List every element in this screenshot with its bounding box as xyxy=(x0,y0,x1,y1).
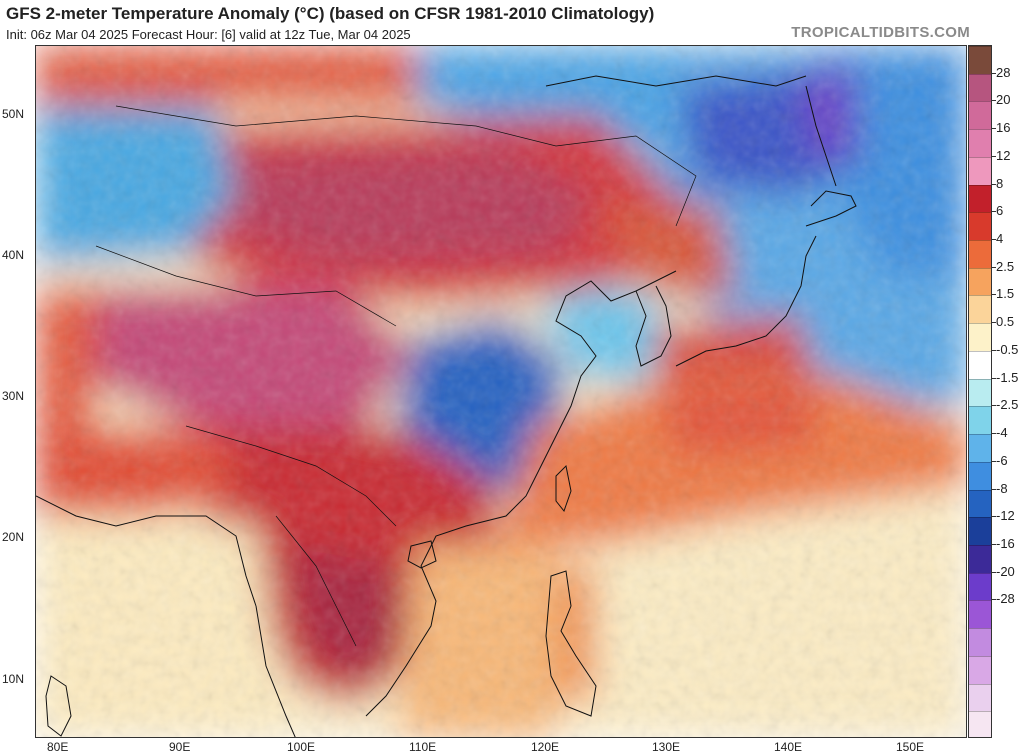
colorbar-label: 28 xyxy=(996,64,1011,80)
colorbar-swatch xyxy=(969,683,991,712)
colorbar-tick xyxy=(992,128,996,130)
colorbar-swatch xyxy=(969,184,991,213)
longitude-label-130e: 130E xyxy=(652,740,681,754)
colorbar-label: 8 xyxy=(996,175,1004,191)
colorbar-tick xyxy=(992,349,996,351)
colorbar xyxy=(968,45,992,738)
colorbar-swatch xyxy=(969,73,991,102)
colorbar-swatch xyxy=(969,655,991,684)
latitude-label-20n: 20N xyxy=(2,530,25,544)
colorbar-tick xyxy=(992,488,996,490)
colorbar-label: 6 xyxy=(996,203,1004,219)
colorbar-swatch xyxy=(969,212,991,241)
colorbar-swatch xyxy=(969,628,991,656)
anomaly-map[interactable] xyxy=(35,45,967,738)
map-title: GFS 2-meter Temperature Anomaly (°C) (ba… xyxy=(6,4,655,23)
colorbar-label: -16 xyxy=(996,535,1015,551)
colorbar-swatch xyxy=(969,572,991,601)
colorbar-swatch xyxy=(969,240,991,268)
colorbar-label: -2.5 xyxy=(996,397,1019,413)
longitude-label-120e: 120E xyxy=(531,740,560,754)
colorbar-tick xyxy=(992,377,996,379)
colorbar-swatch xyxy=(969,101,991,130)
longitude-label-80e: 80E xyxy=(47,740,69,754)
colorbar-swatch xyxy=(969,406,991,435)
source-watermark: TROPICALTIDBITS.COM xyxy=(791,24,970,41)
colorbar-label: -20 xyxy=(996,563,1015,579)
latitude-label-50n: 50N xyxy=(2,107,25,121)
colorbar-swatch xyxy=(969,434,991,462)
longitude-label-100e: 100E xyxy=(287,740,316,754)
colorbar-label: -4 xyxy=(996,425,1008,441)
colorbar-swatch xyxy=(969,378,991,407)
colorbar-tick xyxy=(992,322,996,324)
colorbar-swatch xyxy=(969,323,991,351)
colorbar-tick xyxy=(992,183,996,185)
colorbar-swatch xyxy=(969,517,991,545)
colorbar-tick xyxy=(992,516,996,518)
colorbar-tick xyxy=(992,100,996,102)
forecast-info: Init: 06z Mar 04 2025 Forecast Hour: [6]… xyxy=(6,27,411,42)
colorbar-label: -1.5 xyxy=(996,369,1019,385)
colorbar-swatch xyxy=(969,156,991,185)
longitude-label-90e: 90E xyxy=(169,740,191,754)
colorbar-tick xyxy=(992,460,996,462)
colorbar-tick xyxy=(992,571,996,573)
latitude-label-40n: 40N xyxy=(2,248,25,262)
colorbar-label: 2.5 xyxy=(996,258,1015,274)
colorbar-label: 0.5 xyxy=(996,314,1015,330)
colorbar-label: -12 xyxy=(996,508,1015,524)
colorbar-tick xyxy=(992,211,996,213)
colorbar-swatch xyxy=(969,711,991,737)
colorbar-swatch xyxy=(969,461,991,490)
colorbar-label: 1.5 xyxy=(996,286,1015,302)
colorbar-label: 4 xyxy=(996,231,1004,247)
colorbar-tick xyxy=(992,155,996,157)
colorbar-label: -0.5 xyxy=(996,341,1019,357)
colorbar-tick xyxy=(992,239,996,241)
colorbar-swatch xyxy=(969,544,991,573)
colorbar-tick xyxy=(992,294,996,296)
colorbar-label: 16 xyxy=(996,120,1011,136)
colorbar-label: -8 xyxy=(996,480,1008,496)
colorbar-tick xyxy=(992,599,996,601)
latitude-label-10n: 10N xyxy=(2,672,25,686)
latitude-label-30n: 30N xyxy=(2,389,25,403)
longitude-label-150e: 150E xyxy=(896,740,925,754)
colorbar-tick xyxy=(992,433,996,435)
map-canvas xyxy=(36,46,966,737)
colorbar-label: -28 xyxy=(996,591,1015,607)
colorbar-tick xyxy=(992,72,996,74)
colorbar-swatch xyxy=(969,350,991,379)
colorbar-swatch xyxy=(969,129,991,157)
colorbar-tick xyxy=(992,543,996,545)
longitude-label-110e: 110E xyxy=(409,740,437,754)
anomaly-texture xyxy=(36,46,966,737)
coastlines xyxy=(36,75,857,737)
colorbar-swatch xyxy=(969,489,991,518)
colorbar-label: -6 xyxy=(996,452,1008,468)
colorbar-swatch xyxy=(969,295,991,324)
colorbar-swatch xyxy=(969,46,991,74)
longitude-label-140e: 140E xyxy=(774,740,803,754)
colorbar-label: 12 xyxy=(996,147,1011,163)
colorbar-label: 20 xyxy=(996,92,1011,108)
colorbar-swatch xyxy=(969,600,991,629)
colorbar-tick xyxy=(992,405,996,407)
colorbar-swatch xyxy=(969,267,991,296)
colorbar-tick xyxy=(992,266,996,268)
